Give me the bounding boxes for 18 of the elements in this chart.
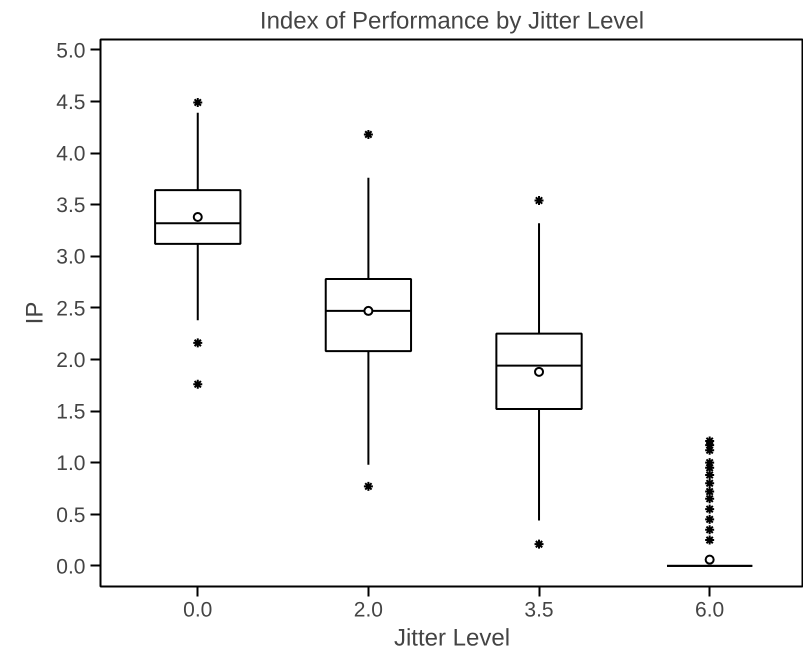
y-tick-label: 1.0 bbox=[56, 452, 86, 476]
y-tick-label: 1.5 bbox=[56, 400, 86, 424]
y-tick-label: 0.0 bbox=[56, 555, 86, 578]
y-tick-label: 3.0 bbox=[56, 246, 86, 269]
x-tick-label: 2.0 bbox=[354, 598, 383, 622]
y-tick-label: 3.5 bbox=[56, 194, 86, 218]
x-tick-label: 3.5 bbox=[524, 598, 554, 622]
y-axis-title: IP bbox=[21, 302, 48, 324]
x-axis-title: Jitter Level bbox=[394, 624, 510, 652]
y-tick-label: 2.0 bbox=[56, 348, 86, 372]
x-tick-label: 0.0 bbox=[183, 598, 212, 622]
y-tick-label: 2.5 bbox=[56, 297, 86, 320]
y-tick-label: 0.5 bbox=[56, 504, 86, 527]
y-tick-label: 5.0 bbox=[56, 39, 86, 62]
chart-title: Index of Performance by Jitter Level bbox=[260, 8, 644, 34]
y-tick-label: 4.5 bbox=[56, 90, 86, 114]
x-tick-label: 6.0 bbox=[695, 598, 724, 622]
y-tick-label: 4.0 bbox=[56, 142, 86, 166]
